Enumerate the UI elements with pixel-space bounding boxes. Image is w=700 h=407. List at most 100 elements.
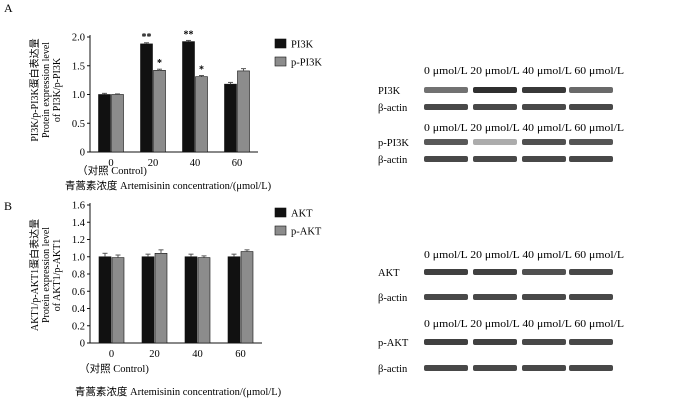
chart-a-x-axis-label: 青蒿素浓度 Artemisinin concentration/(μmol/L) xyxy=(65,179,272,192)
blot-concentration-labels: 0 μmol/L 20 μmol/L 40 μmol/L 60 μmol/L xyxy=(424,66,624,77)
panel-letter-b: B xyxy=(4,199,12,213)
blot-band xyxy=(424,87,468,93)
x-tick-label: 40 xyxy=(190,158,201,169)
chart-b-y-axis-label: AKT1/p-AKT1蛋白表达量Protein expression level… xyxy=(28,219,63,331)
blot-band xyxy=(424,294,468,300)
blot-band xyxy=(473,339,517,345)
y-axis-label-line: Protein expression level xyxy=(41,42,52,138)
blot-band xyxy=(424,365,468,371)
blot-row-label: β-actin xyxy=(378,364,408,375)
y-axis-label-line: PI3K/p-PI3K蛋白表达量 xyxy=(28,38,41,141)
blot-band xyxy=(522,365,566,371)
bar-pi3k xyxy=(224,83,237,153)
y-tick-label: 0.5 xyxy=(72,119,85,130)
blot-band xyxy=(473,139,517,145)
bar-akt xyxy=(184,256,198,344)
chart-b-x-axis-label: 青蒿素浓度 Artemisinin concentration/(μmol/L) xyxy=(75,385,282,398)
y-tick-label: 1.0 xyxy=(72,252,85,263)
blot-band xyxy=(569,269,613,275)
chart-a-pi3k: PI3K/p-PI3K蛋白表达量Protein expression level… xyxy=(28,29,322,192)
bar-pi3k xyxy=(182,41,195,153)
chart-a-legend: PI3K p-PI3K xyxy=(274,38,322,69)
y-tick-label: 1.6 xyxy=(72,201,85,212)
x-tick-label: 60 xyxy=(235,349,246,360)
blot-concentration-labels: 0 μmol/L 20 μmol/L 40 μmol/L 60 μmol/L xyxy=(424,250,624,261)
bar-akt xyxy=(141,256,155,344)
blot-row-label: p-PI3K xyxy=(378,138,409,149)
legend-label: p-PI3K xyxy=(291,58,322,69)
bar-pi3k xyxy=(98,94,111,153)
significance-marker: * xyxy=(199,65,204,76)
significance-marker: ** xyxy=(142,32,152,43)
blot-band xyxy=(424,269,468,275)
bar-p-pi3k xyxy=(195,76,208,153)
blot-b2: 0 μmol/L 20 μmol/L 40 μmol/L 60 μmol/L p-… xyxy=(378,319,624,375)
bar-p-akt xyxy=(240,251,254,344)
blot-row-label: β-actin xyxy=(378,155,408,166)
blot-row-label: AKT xyxy=(378,268,400,279)
blot-band xyxy=(522,156,566,162)
x-tick-label: 60 xyxy=(232,158,243,169)
legend-label: p-AKT xyxy=(291,227,322,238)
bar-p-pi3k xyxy=(237,70,250,153)
blot-band xyxy=(569,139,613,145)
chart-b-akt: AKT1/p-AKT1蛋白表达量Protein expression level… xyxy=(28,201,322,399)
blot-a2: 0 μmol/L 20 μmol/L 40 μmol/L 60 μmol/L p-… xyxy=(378,123,624,166)
blot-band xyxy=(522,104,566,110)
blot-band xyxy=(569,104,613,110)
y-tick-label: 1.5 xyxy=(72,61,85,72)
legend-label: PI3K xyxy=(291,40,314,51)
legend-swatch xyxy=(274,38,287,49)
x-tick-label: 40 xyxy=(192,349,203,360)
y-tick-label: 0 xyxy=(80,148,85,159)
blot-band xyxy=(473,104,517,110)
y-tick-label: 1.2 xyxy=(72,235,85,246)
bar-p-pi3k xyxy=(111,94,124,153)
bar-p-akt xyxy=(154,253,168,344)
bar-pi3k xyxy=(140,43,153,153)
chart-b-axes: 0 0.2 0.4 0.6 0.8 1.0 1.2 1.4 1.6 0 20 40 60 xyxy=(72,201,262,360)
x-tick-label: 0 xyxy=(109,349,114,360)
blot-b1: 0 μmol/L 20 μmol/L 40 μmol/L 60 μmol/L AK… xyxy=(378,250,624,304)
x-tick-label: 20 xyxy=(148,158,159,169)
y-tick-label: 0.4 xyxy=(72,304,86,315)
y-tick-label: 0 xyxy=(80,339,85,350)
x-tick-label: 0 xyxy=(108,158,113,169)
x-tick-label: 20 xyxy=(149,349,160,360)
significance-marker: * xyxy=(157,58,162,69)
blot-band xyxy=(473,156,517,162)
bar-akt xyxy=(98,256,112,344)
blot-band xyxy=(522,339,566,345)
y-tick-label: 0.6 xyxy=(72,287,85,298)
blot-band xyxy=(473,269,517,275)
legend-label: AKT xyxy=(291,209,313,220)
y-tick-label: 1.0 xyxy=(72,90,85,101)
blot-band xyxy=(522,269,566,275)
blot-concentration-labels: 0 μmol/L 20 μmol/L 40 μmol/L 60 μmol/L xyxy=(424,319,624,330)
legend-swatch xyxy=(274,207,287,218)
blot-band xyxy=(424,339,468,345)
blot-band xyxy=(424,104,468,110)
panel-letter-a: A xyxy=(4,1,13,15)
western-blots: 0 μmol/L 20 μmol/L 40 μmol/L 60 μmol/L PI… xyxy=(378,66,624,375)
chart-b-legend: AKT p-AKT xyxy=(274,207,322,238)
legend-swatch xyxy=(274,225,287,236)
blot-row-label: β-actin xyxy=(378,103,408,114)
blot-band xyxy=(522,139,566,145)
legend-swatch xyxy=(274,56,287,67)
blot-band xyxy=(424,156,468,162)
y-axis-label-line: AKT1/p-AKT1蛋白表达量 xyxy=(28,219,41,331)
blot-row-label: PI3K xyxy=(378,86,401,97)
chart-a-control-note: （对照 Control) xyxy=(77,164,147,177)
y-axis-label-line: Protein expression level xyxy=(41,227,52,323)
blot-band xyxy=(424,139,468,145)
blot-band xyxy=(569,294,613,300)
y-tick-label: 1.4 xyxy=(72,218,86,229)
bar-p-akt xyxy=(197,257,211,344)
blot-band xyxy=(569,87,613,93)
chart-b-bars xyxy=(98,249,254,344)
chart-a-y-axis-label: PI3K/p-PI3K蛋白表达量Protein expression level… xyxy=(28,38,63,141)
significance-marker: ** xyxy=(184,29,194,40)
blot-band xyxy=(522,87,566,93)
